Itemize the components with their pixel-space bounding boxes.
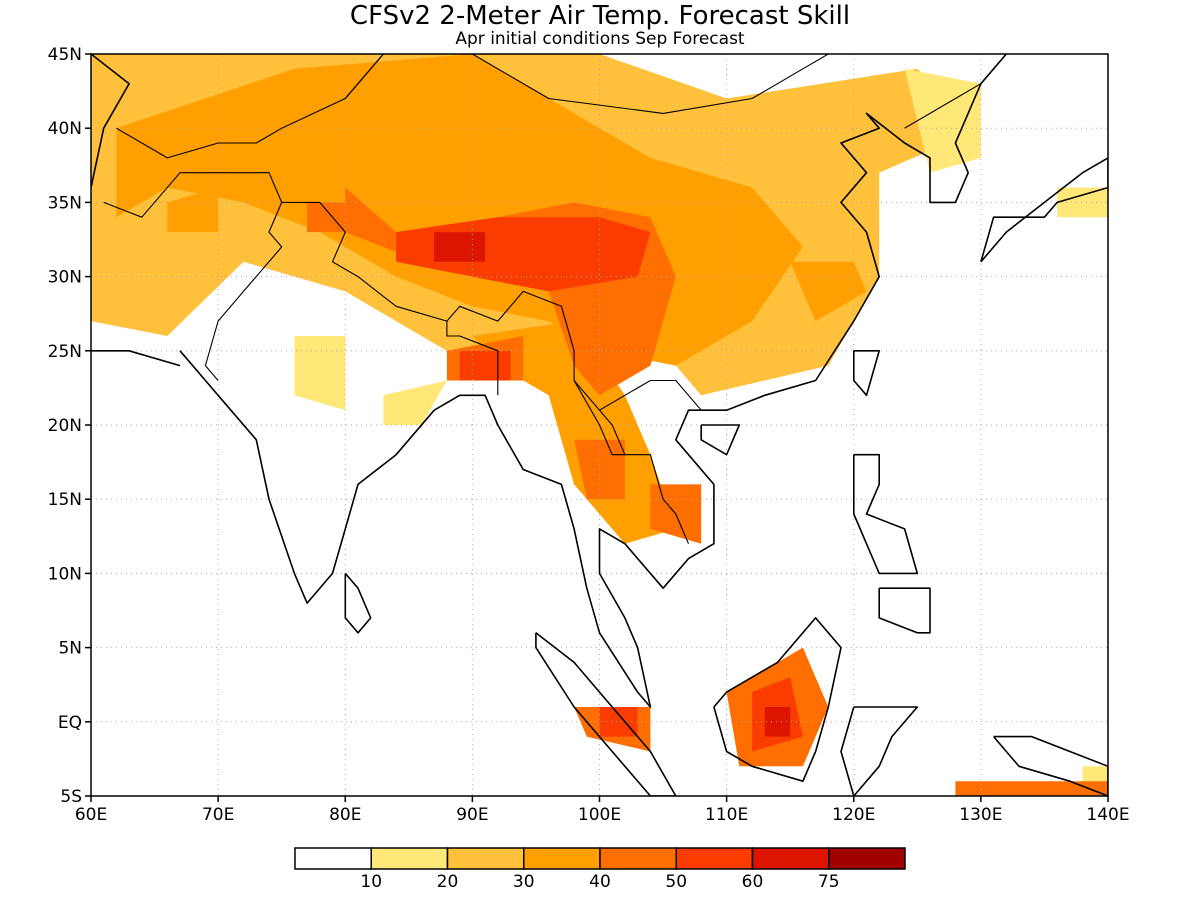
colorbar-swatch (751, 847, 830, 870)
skill-region-3 (294, 336, 346, 411)
lon-label: 120E (832, 805, 875, 825)
colorbar-swatch (599, 847, 677, 870)
lat-label: 10N (48, 564, 82, 584)
coastline (992, 735, 1108, 796)
coastline (713, 617, 842, 783)
skill-region-18 (599, 707, 638, 737)
colorbar-label: 20 (437, 872, 459, 892)
coastline (878, 587, 931, 634)
lat-label: 20N (48, 416, 82, 436)
skill-region-16 (459, 350, 511, 381)
colorbar-swatch (675, 847, 754, 870)
coastline (535, 632, 677, 796)
skill-region-4 (383, 380, 447, 425)
country-border (434, 54, 829, 114)
colorbar-legend: 10 20 30 40 50 60 75 (294, 847, 906, 892)
coastline (980, 157, 1108, 263)
colorbar-label: 10 (360, 872, 382, 892)
latitude-axis: 45N 40N 35N 30N 25N 20N 15N 10N 5N EQ 5S (48, 45, 91, 807)
longitude-axis: 60E 70E 80E 90E 100E 110E 120E 130E 140E (75, 796, 1130, 825)
lon-label: 140E (1086, 805, 1129, 825)
lat-label: 30N (48, 268, 82, 288)
map-title: CFSv2 2-Meter Air Temp. Forecast Skill (350, 1, 850, 31)
country-borders (103, 54, 982, 544)
skill-region-6 (472, 321, 676, 544)
skill-region-8 (167, 187, 219, 233)
map-area (91, 54, 1108, 796)
skill-region-7 (790, 261, 867, 322)
coastline (91, 349, 181, 367)
colorbar-label: 40 (589, 872, 611, 892)
country-border (904, 83, 982, 129)
lon-label: 60E (75, 805, 107, 825)
country-border (281, 201, 702, 411)
coastlines (91, 54, 1108, 796)
lat-label: 15N (48, 490, 82, 510)
coastline (91, 54, 130, 188)
lat-label: 5N (58, 639, 82, 659)
skill-region-21 (307, 202, 346, 233)
lat-label: 45N (48, 45, 82, 65)
coastline (700, 424, 741, 456)
lat-label: 25N (48, 342, 82, 362)
coastline (852, 453, 919, 575)
coastline (852, 349, 881, 397)
colorbar-label: 60 (742, 872, 764, 892)
colorbar-label: 75 (818, 872, 840, 892)
skill-region-2 (1057, 187, 1108, 218)
colorbar-label: 30 (513, 872, 535, 892)
lat-label: 35N (48, 193, 82, 213)
colorbar-swatch (370, 847, 449, 870)
lon-label: 130E (959, 805, 1002, 825)
map-subtitle: Apr initial conditions Sep Forecast (455, 29, 745, 49)
skill-region-20 (764, 707, 791, 737)
skill-region-19 (434, 232, 486, 262)
country-border (103, 172, 283, 381)
colorbar-swatch (294, 847, 372, 870)
lat-label: 5S (60, 787, 82, 807)
colorbar-swatch (828, 847, 906, 870)
country-border (599, 409, 626, 455)
lon-label: 110E (705, 805, 748, 825)
lon-label: 70E (202, 805, 234, 825)
lon-label: 100E (578, 805, 621, 825)
skill-region-23 (955, 781, 1108, 796)
country-border (344, 54, 385, 99)
lat-label: 40N (48, 119, 82, 139)
lon-label: 90E (456, 805, 488, 825)
country-border (446, 321, 499, 396)
lon-label: 80E (329, 805, 361, 825)
colorbar-swatch (446, 847, 525, 870)
coastline (840, 706, 919, 796)
colorbar-label: 50 (665, 872, 687, 892)
lat-label: EQ (58, 713, 82, 733)
coastline (179, 54, 1007, 708)
country-border (573, 380, 690, 544)
coastline (344, 572, 372, 634)
colorbar-swatch (523, 847, 601, 870)
